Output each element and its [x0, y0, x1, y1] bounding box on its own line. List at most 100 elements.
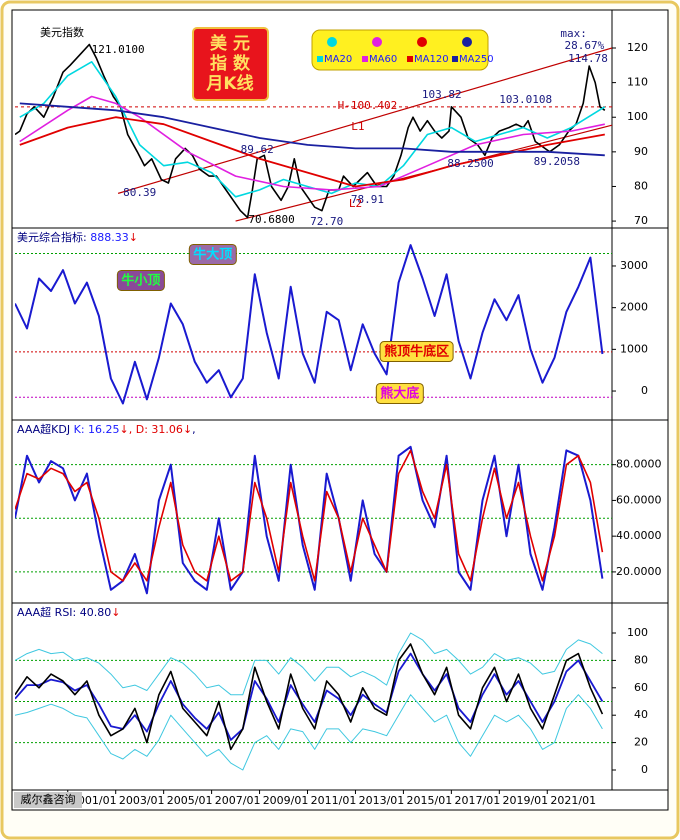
annotation: 114.78 — [568, 52, 608, 65]
panel-title: 美元综合指标: 888.33↓ — [17, 230, 138, 244]
title-line: 月K线 — [205, 73, 253, 94]
y-tick-label: 110 — [627, 76, 648, 89]
x-tick-label: 2015/01 — [407, 794, 453, 807]
y-tick-label: 20.0000 — [616, 565, 662, 578]
y-tick-label: 100 — [627, 110, 648, 123]
title-part: ↓ — [120, 423, 129, 436]
series-line — [15, 449, 604, 582]
y-tick-label: 2000 — [620, 301, 648, 314]
badge — [116, 269, 165, 291]
legend-swatch — [372, 37, 382, 47]
x-tick-label: 2001/01 — [71, 794, 117, 807]
badge-label: 牛大顶 — [193, 246, 232, 262]
y-tick-label: 80 — [634, 179, 648, 192]
title-part: K: 16.25 — [74, 423, 120, 436]
annotation: 28.67% — [565, 39, 605, 52]
legend-label: MA60 — [369, 54, 397, 65]
title-part: 美元综合指标: — [17, 230, 90, 244]
x-tick-label: 2007/01 — [215, 794, 261, 807]
annotation: H-100.402 — [338, 99, 398, 112]
y-tick-label: 40.0000 — [616, 529, 662, 542]
y-tick-label: 60 — [634, 681, 648, 694]
annotation: 78.91 — [351, 193, 384, 206]
series-line — [15, 244, 604, 405]
panel — [15, 445, 612, 595]
legend-label: MA120 — [414, 54, 449, 65]
title-part: ↓ — [111, 606, 120, 619]
y-tick-label: 3000 — [620, 259, 648, 272]
annotation: 70.6800 — [248, 213, 294, 226]
y-tick-label: 70 — [634, 214, 648, 227]
series-line — [15, 643, 604, 751]
legend-square — [452, 56, 458, 62]
y-tick-label: 100 — [627, 626, 648, 639]
series-line — [15, 632, 603, 696]
title-part: ↓ — [183, 423, 192, 436]
legend-box — [311, 29, 489, 71]
panel-title: AAA超KDJ K: 16.25↓, D: 31.06↓, — [17, 422, 196, 436]
series-line — [19, 95, 605, 191]
title-line: 美 元 — [210, 33, 250, 54]
y-tick-label: 120 — [627, 41, 648, 54]
series-line — [15, 694, 603, 771]
annotation: 72.70 — [310, 215, 343, 228]
legend-swatch — [417, 37, 427, 47]
panel — [15, 43, 612, 222]
series-line — [19, 116, 605, 188]
annotation: 89.62 — [241, 143, 274, 156]
x-tick-label: 2019/01 — [502, 794, 548, 807]
badge-label: 牛小顶 — [121, 272, 160, 288]
annotation: L2 — [349, 197, 362, 210]
y-tick-label: 80 — [634, 653, 648, 666]
title-box — [192, 27, 269, 101]
y-tick-label: 40 — [634, 708, 648, 721]
y-tick-label: 90 — [634, 145, 648, 158]
title-part: , D: 31.06 — [129, 423, 183, 436]
title-line: 指 数 — [210, 53, 251, 74]
watermark-box — [14, 792, 82, 808]
y-tick-label: 80.0000 — [616, 458, 662, 471]
legend-label: MA20 — [324, 54, 352, 65]
legend-label: MA250 — [459, 54, 494, 65]
legend-square — [362, 56, 368, 62]
x-tick-label: 2017/01 — [455, 794, 501, 807]
title-part: , — [192, 423, 196, 436]
y-tick-label: 0 — [641, 384, 648, 397]
legend-swatch — [462, 37, 472, 47]
annotation: L1 — [351, 120, 364, 133]
annotation: 103.0108 — [499, 93, 552, 106]
panel-title: 美元指数 — [40, 25, 84, 39]
annotation: 80.39 — [123, 186, 156, 199]
annotation: 121.0100 — [92, 43, 145, 56]
x-tick-label: 2013/01 — [359, 794, 405, 807]
badge-label: 熊顶牛底区 — [384, 344, 449, 360]
legend-square — [407, 56, 413, 62]
y-tick-label: 60.0000 — [616, 493, 662, 506]
badge — [379, 341, 454, 363]
badge — [188, 243, 237, 265]
legend-swatch — [327, 37, 337, 47]
x-tick-label: 2003/01 — [119, 794, 165, 807]
series-line — [15, 445, 604, 595]
y-tick-label: 20 — [634, 736, 648, 749]
annotation: 88.2500 — [447, 157, 493, 170]
panel-title: AAA超 RSI: 40.80↓ — [17, 605, 120, 619]
x-tick-label: 2005/01 — [167, 794, 213, 807]
title-part: 888.33 — [90, 231, 129, 244]
title-part: 美元指数 — [40, 25, 84, 39]
panel — [15, 244, 612, 405]
y-tick-label: 1000 — [620, 342, 648, 355]
series-line — [15, 652, 604, 741]
series-line — [19, 61, 606, 198]
title-part: ↓ — [129, 231, 138, 244]
title-part: 40.80 — [80, 606, 112, 619]
x-tick-label: 2009/01 — [263, 794, 309, 807]
series-line — [19, 102, 605, 157]
title-part: AAA超 RSI: — [17, 605, 80, 619]
y-tick-label: 0 — [641, 763, 648, 776]
x-tick-label: 2021/01 — [550, 794, 596, 807]
annotation: max: — [560, 27, 587, 40]
badge-label: 熊大底 — [380, 385, 419, 401]
watermark: 威尔鑫咨询 — [21, 792, 76, 806]
